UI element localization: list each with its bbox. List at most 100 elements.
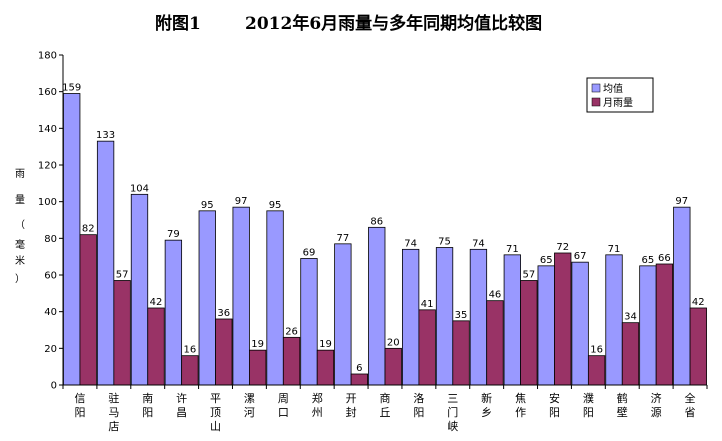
data-label: 19: [251, 339, 264, 350]
bar-monthly: [554, 252, 572, 386]
data-label: 133: [96, 130, 115, 141]
bar-monthly: [249, 349, 267, 386]
data-label: 97: [235, 196, 248, 207]
data-label: 69: [303, 248, 316, 259]
bar-monthly: [384, 347, 402, 386]
chart-title-prefix: 附图1: [155, 13, 201, 34]
bar-mean: [232, 206, 250, 386]
data-label: 6: [356, 363, 362, 374]
data-label: 46: [489, 290, 502, 301]
bar-mean: [266, 210, 284, 386]
data-label: 42: [150, 297, 163, 308]
category-label: 洛阳: [413, 391, 424, 419]
data-label: 57: [522, 270, 535, 281]
category-label: 许昌: [176, 392, 187, 419]
y-tick-label: 80: [44, 234, 57, 245]
category-label: 焦作: [515, 392, 526, 419]
bar-mean: [164, 239, 183, 386]
data-label: 72: [556, 242, 569, 253]
bar-mean: [198, 210, 216, 386]
category-label: 驻马店: [108, 391, 119, 433]
y-axis-label: 雨量（毫米）: [15, 169, 25, 285]
data-label: 16: [184, 345, 197, 356]
data-label: 16: [590, 345, 603, 356]
bar-monthly: [181, 355, 199, 386]
y-tick-label: 100: [38, 197, 57, 208]
legend-swatch-mean: [591, 83, 601, 93]
bar-monthly: [655, 263, 674, 386]
data-label: 82: [82, 224, 95, 235]
data-label: 19: [319, 339, 332, 350]
category-label: 三门峡: [447, 392, 458, 433]
category-label: 郑州: [312, 391, 323, 419]
bar-mean: [334, 243, 352, 386]
chart-title: 附图1 2012年6月雨量与多年同期均值比较图: [155, 13, 542, 34]
category-label: 安阳: [549, 391, 560, 419]
bar-mean: [605, 254, 623, 386]
bar-monthly: [79, 234, 97, 386]
bar-mean: [368, 226, 386, 386]
chart-title-text: 2012年6月雨量与多年同期均值比较图: [245, 13, 542, 34]
data-label: 36: [217, 308, 230, 319]
bar-mean: [96, 140, 115, 386]
bar-mean: [639, 265, 657, 386]
bar-monthly: [316, 349, 335, 386]
bar-monthly: [282, 336, 301, 386]
bar-monthly: [621, 322, 640, 386]
y-tick-label: 120: [38, 161, 57, 172]
bar-monthly: [486, 300, 504, 386]
bar-mean: [300, 258, 318, 386]
bar-monthly: [520, 280, 538, 386]
bar-mean: [63, 93, 81, 386]
data-label: 77: [336, 233, 349, 244]
y-axis-label-text: 雨量（毫米）: [15, 169, 25, 285]
bar-mean: [673, 206, 691, 386]
y-tick-label: 140: [38, 124, 57, 135]
y-tick-label: 20: [44, 344, 57, 355]
data-label: 104: [130, 183, 149, 194]
category-label: 信阳: [74, 392, 85, 419]
category-label: 漯河: [244, 392, 255, 419]
category-label: 全省: [685, 391, 696, 419]
bars: [63, 93, 707, 386]
data-label: 79: [167, 229, 180, 240]
data-label: 65: [642, 255, 655, 266]
data-label: 66: [658, 253, 671, 264]
data-label: 75: [438, 237, 451, 248]
data-label: 159: [62, 83, 81, 94]
bar-monthly: [689, 307, 707, 386]
y-tick-label: 0: [51, 381, 57, 392]
data-label: 86: [370, 216, 383, 227]
bar-mean: [435, 247, 454, 386]
y-tick-label: 160: [38, 87, 57, 98]
legend-box: [586, 77, 654, 113]
category-label: 平顶山: [210, 392, 221, 433]
data-label: 57: [116, 270, 129, 281]
bar-monthly: [215, 318, 233, 386]
data-label: 26: [285, 326, 298, 337]
y-axis-ticks: 0 20 40 60 80 100 120 140 160 180: [38, 51, 708, 392]
data-label: 20: [387, 337, 400, 348]
category-label: 新乡: [481, 391, 492, 419]
bar-monthly: [350, 373, 369, 386]
data-label: 35: [455, 310, 468, 321]
legend: 均值 月雨量: [586, 77, 654, 113]
y-tick-label: 40: [44, 307, 57, 318]
value-labels: 159 133 104 79 95 97 95 69 77 86 74 75 74 71 65 67 71 65 9…: [62, 83, 705, 375]
bar-monthly: [452, 320, 470, 386]
y-tick-label: 60: [44, 271, 57, 282]
legend-swatch-monthly: [591, 97, 601, 107]
bar-mean: [537, 265, 555, 386]
bar-mean: [503, 254, 521, 386]
data-label: 97: [675, 196, 688, 207]
category-label: 开封: [346, 392, 357, 419]
bar-mean: [571, 261, 589, 386]
data-label: 71: [608, 244, 621, 255]
data-label: 41: [421, 299, 434, 310]
category-label: 濮阳: [583, 391, 594, 419]
bar-mean: [401, 248, 420, 386]
category-label: 鹤壁: [617, 391, 628, 419]
category-label: 南阳: [142, 392, 153, 419]
